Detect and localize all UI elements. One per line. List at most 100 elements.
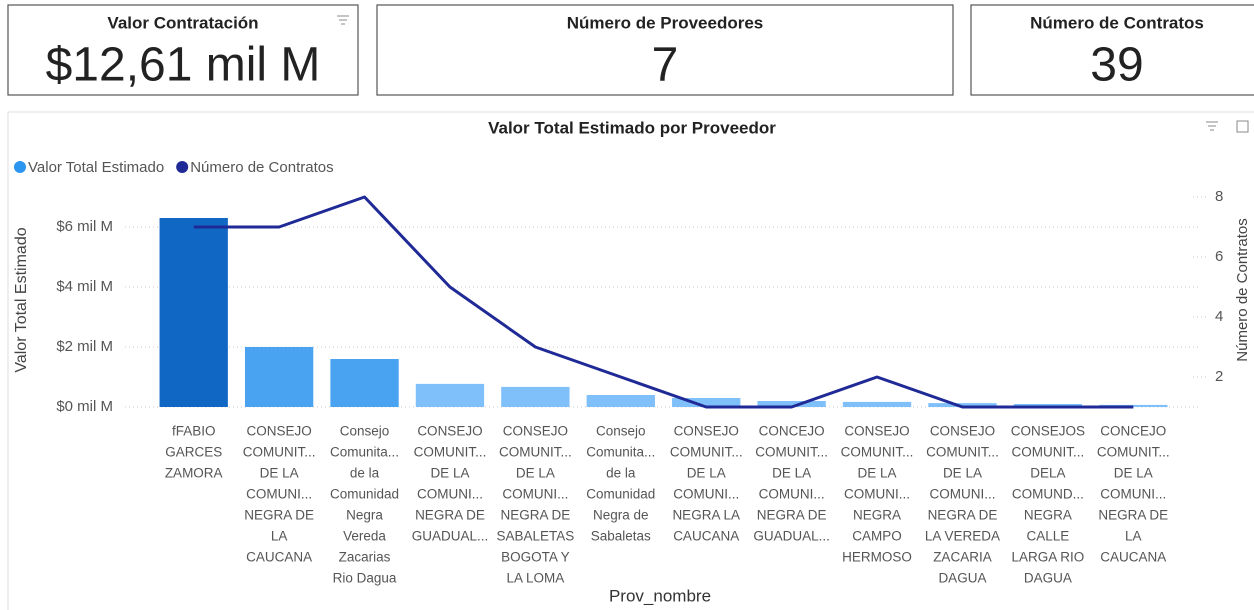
card-value: 39 — [1090, 39, 1143, 92]
x-tick-label: COMUNI... — [673, 487, 739, 502]
x-tick-label: Consejo — [340, 424, 390, 439]
y-tick-label: $6 mil M — [56, 218, 113, 235]
x-tick-label: COMUNIT... — [243, 445, 316, 460]
x-tick-label: NEGRA DE — [415, 508, 485, 523]
x-tick-label: NEGRA DE — [1098, 508, 1168, 523]
x-tick-label: CONSEJO — [246, 424, 311, 439]
x-tick-label: Sabaletas — [591, 529, 651, 544]
y2-tick-label: 6 — [1215, 248, 1223, 265]
x-tick-label: CONCEJO — [1100, 424, 1166, 439]
x-tick-label: ZAMORA — [165, 466, 223, 481]
card-value: $12,61 mil M — [46, 39, 321, 92]
card — [7, 4, 359, 96]
x-tick-label: COMUNIT... — [1012, 445, 1085, 460]
x-tick-label: DE LA — [430, 466, 469, 481]
card-title: Número de Proveedores — [567, 13, 764, 32]
x-tick-label: Rio Dagua — [333, 571, 397, 586]
x-tick-label: DE LA — [687, 466, 726, 481]
x-tick-label: NEGRA DE — [928, 508, 998, 523]
x-tick-label: COMUNIT... — [841, 445, 914, 460]
x-tick-label: COMUNIT... — [1097, 445, 1170, 460]
x-tick-label: COMUNIT... — [499, 445, 572, 460]
x-tick-label: DAGUA — [938, 571, 986, 586]
x-tick-label: NEGRA — [853, 508, 901, 523]
x-tick-label: DE LA — [1114, 466, 1153, 481]
x-tick-label: GUADUAL... — [753, 529, 830, 544]
x-tick-label: LA — [271, 529, 288, 544]
x-tick-label: CAMPO — [852, 529, 902, 544]
focus-icon[interactable] — [1236, 120, 1249, 133]
x-tick-label: LA LOMA — [506, 571, 564, 586]
card-title: Valor Contratación — [107, 13, 258, 32]
chart-frame — [7, 111, 1254, 610]
y2-tick-label: 8 — [1215, 188, 1223, 205]
x-tick-label: CONSEJO — [417, 424, 482, 439]
x-tick-label: ZACARIA — [933, 550, 992, 565]
bar — [928, 403, 997, 407]
x-tick-label: HERMOSO — [842, 550, 912, 565]
legend-marker — [14, 161, 26, 173]
legend-marker — [176, 161, 189, 173]
bar — [586, 395, 655, 407]
x-tick-label: Comunita... — [330, 445, 399, 460]
x-tick-label: CAUCANA — [1100, 550, 1166, 565]
filter-icon[interactable] — [337, 15, 349, 25]
x-tick-label: NEGRA DE — [500, 508, 570, 523]
x-tick-label: GARCES — [165, 445, 222, 460]
x-tick-label: NEGRA DE — [244, 508, 314, 523]
x-tick-label: COMUND... — [1012, 487, 1084, 502]
x-tick-label: DE LA — [260, 466, 299, 481]
x-tick-label: COMUNI... — [929, 487, 995, 502]
x-tick-label: COMUNI... — [759, 487, 825, 502]
x-tick-label: BOGOTA Y — [501, 550, 570, 565]
x-tick-label: COMUNI... — [502, 487, 568, 502]
x-tick-label: COMUNI... — [246, 487, 312, 502]
y-tick-label: $4 mil M — [56, 278, 113, 295]
x-tick-label: LA — [1125, 529, 1142, 544]
bar — [501, 386, 570, 407]
x-tick-label: NEGRA — [1024, 508, 1072, 523]
x-tick-label: Negra de — [593, 508, 649, 523]
card-value: 7 — [652, 39, 679, 92]
bar — [672, 398, 741, 407]
x-tick-label: COMUNIT... — [926, 445, 999, 460]
y2-tick-label: 4 — [1215, 308, 1223, 325]
x-tick-label: DAGUA — [1024, 571, 1072, 586]
bar — [1099, 404, 1168, 407]
x-tick-label: CONSEJO — [503, 424, 568, 439]
x-tick-label: DE LA — [772, 466, 811, 481]
card — [970, 4, 1254, 96]
bar — [330, 359, 399, 407]
x-tick-label: Comunita... — [586, 445, 655, 460]
x-tick-label: CAUCANA — [673, 529, 739, 544]
x-tick-label: COMUNI... — [417, 487, 483, 502]
x-tick-label: COMUNIT... — [670, 445, 743, 460]
x-tick-label: DELA — [1030, 466, 1065, 481]
filter-icon[interactable] — [1206, 121, 1218, 131]
x-tick-label: NEGRA DE — [757, 508, 827, 523]
x-tick-label: COMUNIT... — [414, 445, 487, 460]
x-tick-label: GUADUAL... — [412, 529, 489, 544]
y-axis-label: Valor Total Estimado — [13, 227, 30, 372]
x-tick-label: CALLE — [1026, 529, 1069, 544]
y2-tick-label: 2 — [1215, 368, 1223, 385]
x-tick-label: LARGA RIO — [1011, 550, 1084, 565]
x-axis-label: Prov_nombre — [609, 586, 711, 605]
line — [193, 195, 1134, 409]
x-tick-label: CAUCANA — [246, 550, 312, 565]
x-tick-label: Negra — [346, 508, 383, 523]
y2-axis-label: Número de Contratos — [1234, 218, 1251, 361]
x-tick-label: DE LA — [858, 466, 897, 481]
x-tick-label: CONSEJO — [844, 424, 909, 439]
x-tick-label: COMUNI... — [1100, 487, 1166, 502]
legend-label: Valor Total Estimado — [28, 159, 164, 176]
y-tick-label: $0 mil M — [56, 398, 113, 415]
y-tick-label: $2 mil M — [56, 338, 113, 355]
x-tick-label: Comunidad — [586, 487, 655, 502]
x-tick-label: Vereda — [343, 529, 386, 544]
x-tick-label: Comunidad — [330, 487, 399, 502]
chart-title: Valor Total Estimado por Proveedor — [488, 118, 776, 137]
x-tick-label: CONSEJO — [674, 424, 739, 439]
bar — [244, 347, 314, 407]
